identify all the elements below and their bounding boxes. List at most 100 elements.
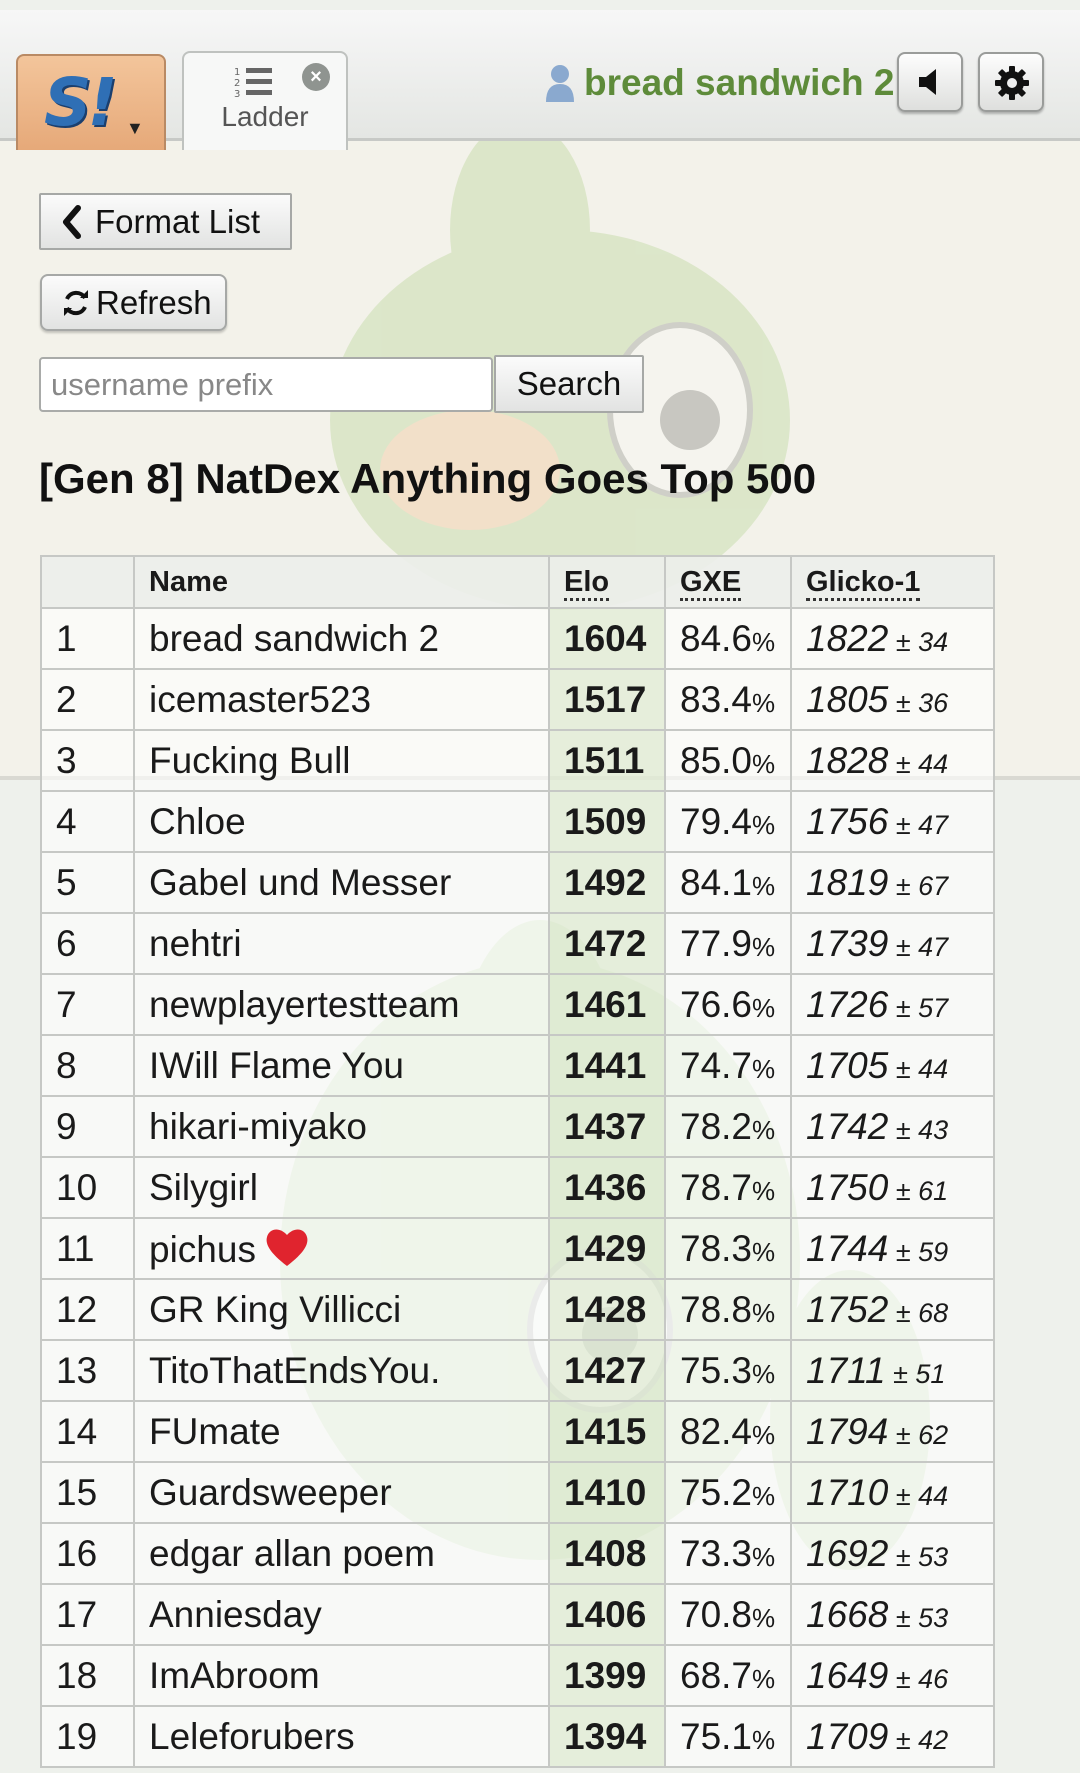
elo-cell: 1415	[548, 1400, 666, 1463]
player-name-cell[interactable]: Guardsweeper	[133, 1461, 550, 1524]
plus-minus-sign: ±	[888, 1419, 919, 1450]
gxe-percent-sign: %	[752, 1602, 776, 1633]
player-name-cell[interactable]: ImAbroom	[133, 1644, 550, 1707]
player-name[interactable]: Anniesday	[149, 1593, 322, 1635]
ladder-title: [Gen 8] NatDex Anything Goes Top 500	[39, 455, 817, 502]
search-button[interactable]: Search	[494, 355, 644, 413]
glicko-deviation: 53	[918, 1541, 949, 1572]
elo-column-header[interactable]: Elo	[548, 555, 666, 609]
gxe-cell: 84.1%	[664, 851, 792, 914]
player-name[interactable]: edgar allan poem	[149, 1532, 435, 1574]
elo-cell: 1437	[548, 1095, 666, 1158]
glicko-rating: 1709	[806, 1715, 889, 1757]
table-row: 3 Fucking Bull 1511 85.0% 1828 ± 44	[40, 729, 995, 792]
elo-cell: 1429	[548, 1217, 666, 1280]
gxe-cell: 75.3%	[664, 1339, 792, 1402]
player-name-cell[interactable]: newplayertestteam	[133, 973, 550, 1036]
close-tab-icon[interactable]: ×	[302, 63, 330, 91]
player-name-cell[interactable]: bread sandwich 2	[133, 607, 550, 670]
glicko-deviation: 47	[918, 809, 949, 840]
player-name-cell[interactable]: pichus	[133, 1217, 550, 1280]
plus-minus-sign: ±	[888, 687, 919, 718]
rank-cell: 8	[40, 1034, 135, 1097]
player-name[interactable]: Silygirl	[149, 1166, 258, 1208]
gxe-cell: 73.3%	[664, 1522, 792, 1585]
gxe-percent-sign: %	[752, 1175, 776, 1206]
table-row: 13 TitoThatEndsYou. 1427 75.3% 1711 ± 51	[40, 1339, 995, 1402]
player-name-cell[interactable]: GR King Villicci	[133, 1278, 550, 1341]
rank-cell: 10	[40, 1156, 135, 1219]
player-name[interactable]: Chloe	[149, 800, 246, 842]
username-search-input[interactable]	[39, 357, 493, 412]
gxe-column-header[interactable]: GXE	[664, 555, 792, 609]
player-name[interactable]: Gabel und Messer	[149, 861, 452, 903]
gxe-value: 84.6	[680, 617, 753, 659]
player-name[interactable]: pichus	[149, 1229, 256, 1270]
tab-ladder[interactable]: 1 2 3 × Ladder	[182, 51, 348, 150]
sound-button[interactable]	[897, 52, 963, 112]
rank-cell: 18	[40, 1644, 135, 1707]
glicko-deviation: 36	[918, 687, 949, 718]
player-name-cell[interactable]: TitoThatEndsYou.	[133, 1339, 550, 1402]
player-name-cell[interactable]: edgar allan poem	[133, 1522, 550, 1585]
rank-cell: 12	[40, 1278, 135, 1341]
player-name-cell[interactable]: hikari-miyako	[133, 1095, 550, 1158]
plus-minus-sign: ±	[888, 1480, 919, 1511]
gxe-cell: 74.7%	[664, 1034, 792, 1097]
format-list-button[interactable]: Format List	[39, 193, 292, 250]
table-row: 6 nehtri 1472 77.9% 1739 ± 47	[40, 912, 995, 975]
rank-cell: 19	[40, 1705, 135, 1768]
glicko-deviation: 53	[918, 1602, 949, 1633]
table-row: 4 Chloe 1509 79.4% 1756 ± 47	[40, 790, 995, 853]
player-name[interactable]: Guardsweeper	[149, 1471, 392, 1513]
glicko-cell: 1711 ± 51	[790, 1339, 995, 1402]
player-name[interactable]: TitoThatEndsYou.	[149, 1349, 441, 1391]
player-name-cell[interactable]: Gabel und Messer	[133, 851, 550, 914]
speaker-icon	[919, 69, 936, 95]
gxe-value: 75.1	[680, 1715, 753, 1757]
player-name-cell[interactable]: icemaster523	[133, 668, 550, 731]
player-name[interactable]: ImAbroom	[149, 1654, 320, 1696]
player-name[interactable]: FUmate	[149, 1410, 281, 1452]
table-row: 17 Anniesday 1406 70.8% 1668 ± 53	[40, 1583, 995, 1646]
table-row: 5 Gabel und Messer 1492 84.1% 1819 ± 67	[40, 851, 995, 914]
player-name-cell[interactable]: Leleforubers	[133, 1705, 550, 1768]
elo-cell: 1436	[548, 1156, 666, 1219]
table-row: 14 FUmate 1415 82.4% 1794 ± 62	[40, 1400, 995, 1463]
player-name[interactable]: Fucking Bull	[149, 739, 351, 781]
player-name[interactable]: icemaster523	[149, 678, 372, 720]
player-name-cell[interactable]: Silygirl	[133, 1156, 550, 1219]
player-name-cell[interactable]: FUmate	[133, 1400, 550, 1463]
refresh-button[interactable]: Refresh	[40, 274, 227, 331]
gxe-value: 85.0	[680, 739, 753, 781]
gxe-percent-sign: %	[752, 687, 776, 718]
player-name[interactable]: nehtri	[149, 922, 242, 964]
gxe-cell: 68.7%	[664, 1644, 792, 1707]
player-name-cell[interactable]: IWill Flame You	[133, 1034, 550, 1097]
gxe-cell: 82.4%	[664, 1400, 792, 1463]
player-name-cell[interactable]: nehtri	[133, 912, 550, 975]
player-name[interactable]: bread sandwich 2	[149, 617, 440, 659]
user-menu[interactable]: bread sandwich 2	[544, 58, 895, 108]
player-name[interactable]: IWill Flame You	[149, 1044, 404, 1086]
table-row: 9 hikari-miyako 1437 78.2% 1742 ± 43	[40, 1095, 995, 1158]
gxe-cell: 78.2%	[664, 1095, 792, 1158]
player-name[interactable]: newplayertestteam	[149, 983, 460, 1025]
gxe-cell: 76.6%	[664, 973, 792, 1036]
plus-minus-sign: ±	[888, 870, 919, 901]
glicko-cell: 1739 ± 47	[790, 912, 995, 975]
player-name[interactable]: GR King Villicci	[149, 1288, 402, 1330]
player-name-cell[interactable]: Fucking Bull	[133, 729, 550, 792]
player-name-cell[interactable]: Chloe	[133, 790, 550, 853]
player-name[interactable]: hikari-miyako	[149, 1105, 367, 1147]
player-name-cell[interactable]: Anniesday	[133, 1583, 550, 1646]
player-name[interactable]: Leleforubers	[149, 1715, 355, 1757]
glicko-column-header[interactable]: Glicko-1	[790, 555, 995, 609]
elo-cell: 1509	[548, 790, 666, 853]
rank-cell: 7	[40, 973, 135, 1036]
rank-cell: 15	[40, 1461, 135, 1524]
settings-button[interactable]	[978, 52, 1044, 112]
main-menu-button[interactable]: S! ▼	[16, 54, 166, 150]
glicko-cell: 1756 ± 47	[790, 790, 995, 853]
glicko-rating: 1756	[806, 800, 889, 842]
